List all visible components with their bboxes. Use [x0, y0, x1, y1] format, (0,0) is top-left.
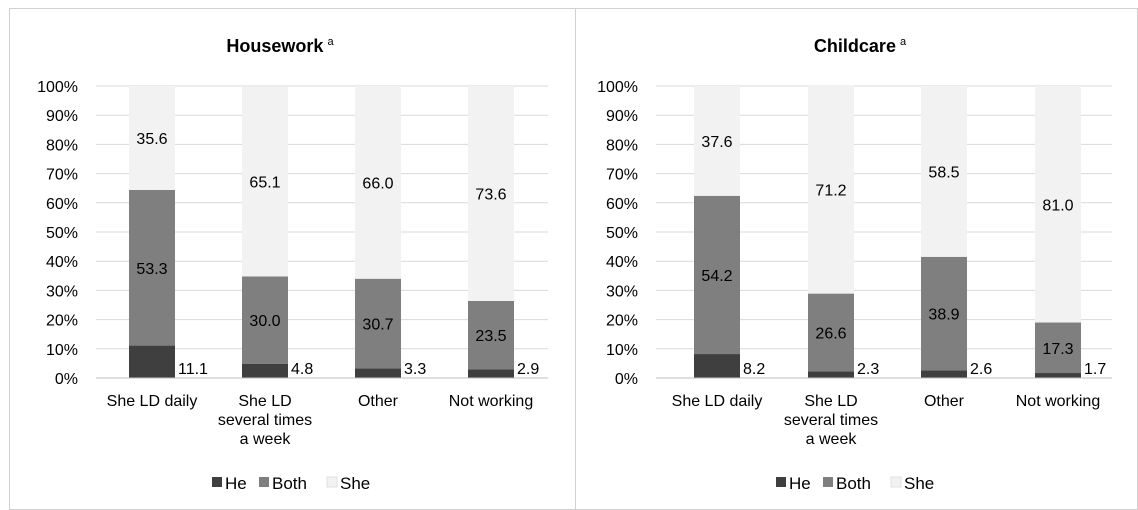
childcare-data-label-she-3: 81.0 — [1042, 197, 1073, 214]
childcare-bar-both-3 — [1035, 322, 1081, 374]
childcare-data-label-he-3: 1.7 — [1084, 361, 1106, 378]
childcare-legend-label-both: Both — [836, 474, 871, 493]
housework-data-label-she-1: 65.1 — [249, 174, 280, 191]
childcare-bar-he-2 — [921, 370, 967, 378]
childcare-y-tick-label: 90% — [606, 108, 638, 125]
childcare-bar-she-1 — [808, 85, 854, 294]
childcare-x-tick-label: Not working — [1016, 393, 1100, 410]
childcare-legend-label-he: He — [789, 474, 811, 493]
childcare-x-tick-label: a week — [806, 431, 858, 448]
housework-data-label-he-1: 4.8 — [291, 361, 313, 378]
childcare-y-tick-label: 30% — [606, 283, 638, 300]
childcare-x-tick-label: Other — [924, 393, 965, 410]
childcare-y-tick-label: 20% — [606, 313, 638, 330]
childcare-bar-he-3 — [1035, 373, 1081, 378]
childcare-legend-swatch-he — [776, 477, 786, 487]
childcare-x-tick-label: She LD daily — [672, 393, 763, 410]
childcare-chart-title: Childcare a — [814, 36, 907, 56]
housework-legend-swatch-both — [259, 477, 269, 487]
childcare-y-tick-label: 10% — [606, 342, 638, 359]
childcare-data-label-both-1: 26.6 — [815, 325, 846, 342]
childcare-bar-she-3 — [1035, 86, 1081, 323]
housework-y-tick-label: 20% — [46, 313, 78, 330]
childcare-bar-she-0 — [694, 86, 740, 196]
housework-bar-she-0 — [129, 86, 175, 190]
housework-y-tick-label: 40% — [46, 254, 78, 271]
housework-y-tick-label: 60% — [46, 196, 78, 213]
childcare-y-tick-label: 60% — [606, 196, 638, 213]
housework-data-label-she-2: 66.0 — [362, 175, 393, 192]
childcare-legend-swatch-she — [890, 476, 902, 488]
housework-chart-title: Housework a — [226, 36, 334, 56]
housework-bar-both-3 — [468, 300, 514, 370]
housework-x-tick-label: a week — [240, 431, 292, 448]
housework-bar-she-2 — [355, 86, 401, 279]
housework-data-label-both-2: 30.7 — [362, 317, 393, 334]
childcare-data-label-he-1: 2.3 — [857, 361, 879, 378]
housework-bar-she-1 — [242, 86, 288, 277]
housework-y-tick-label: 10% — [46, 342, 78, 359]
housework-y-tick-label: 80% — [46, 137, 78, 154]
housework-legend-label-she: She — [340, 474, 370, 493]
housework-legend-label-he: He — [225, 474, 247, 493]
childcare-y-tick-label: 40% — [606, 254, 638, 271]
housework-y-tick-label: 70% — [46, 167, 78, 184]
childcare-bar-both-2 — [921, 256, 967, 371]
childcare-data-label-both-2: 38.9 — [928, 307, 959, 324]
childcare-data-label-he-0: 8.2 — [743, 361, 765, 378]
childcare-legend-swatch-both — [823, 477, 833, 487]
housework-data-label-both-3: 23.5 — [475, 328, 506, 345]
housework-data-label-both-0: 53.3 — [136, 261, 167, 278]
childcare-data-label-both-3: 17.3 — [1042, 341, 1073, 358]
housework-x-tick-label: She LD — [238, 393, 291, 410]
childcare-bar-he-0 — [694, 354, 740, 378]
housework-bar-he-1 — [242, 363, 288, 378]
housework-y-tick-label: 0% — [55, 371, 78, 388]
housework-x-tick-label: She LD daily — [107, 393, 198, 410]
housework-x-tick-label: Not working — [449, 393, 533, 410]
housework-y-tick-label: 90% — [46, 108, 78, 125]
childcare-y-tick-label: 70% — [606, 167, 638, 184]
housework-data-label-both-1: 30.0 — [249, 313, 280, 330]
childcare-x-tick-label: She LD — [804, 393, 857, 410]
housework-data-label-he-0: 11.1 — [178, 361, 208, 378]
housework-bar-both-2 — [355, 278, 401, 369]
childcare-data-label-she-2: 58.5 — [928, 164, 959, 181]
housework-data-label-he-3: 2.9 — [517, 361, 539, 378]
childcare-data-label-both-0: 54.2 — [701, 268, 732, 285]
housework-bar-both-1 — [242, 276, 288, 364]
housework-y-tick-label: 30% — [46, 283, 78, 300]
housework-legend-label-both: Both — [272, 474, 307, 493]
housework-bar-he-2 — [355, 368, 401, 378]
housework-data-label-she-0: 35.6 — [136, 131, 167, 148]
housework-y-tick-label: 50% — [46, 225, 78, 242]
housework-y-tick-label: 100% — [37, 79, 78, 96]
childcare-bar-he-1 — [808, 371, 854, 378]
housework-bar-both-0 — [129, 189, 175, 346]
housework-bar-he-3 — [468, 369, 514, 378]
housework-data-label-he-2: 3.3 — [404, 361, 426, 378]
childcare-bar-both-1 — [808, 293, 854, 372]
housework-x-tick-label: Other — [358, 393, 399, 410]
childcare-data-label-she-0: 37.6 — [701, 134, 732, 151]
childcare-y-tick-label: 100% — [597, 79, 638, 96]
housework-x-tick-label: several times — [218, 412, 312, 429]
childcare-bar-she-2 — [921, 86, 967, 257]
housework-legend-swatch-she — [326, 476, 338, 488]
childcare-x-tick-label: several times — [784, 412, 878, 429]
housework-legend-swatch-he — [212, 477, 222, 487]
childcare-legend-label-she: She — [904, 474, 934, 493]
childcare-y-tick-label: 80% — [606, 137, 638, 154]
housework-bar-he-0 — [129, 345, 175, 378]
childcare-bar-both-0 — [694, 195, 740, 355]
childcare-y-tick-label: 50% — [606, 225, 638, 242]
housework-bar-she-3 — [468, 86, 514, 301]
childcare-y-tick-label: 0% — [615, 371, 638, 388]
housework-data-label-she-3: 73.6 — [475, 186, 506, 203]
childcare-data-label-he-2: 2.6 — [970, 361, 992, 378]
childcare-data-label-she-1: 71.2 — [815, 183, 846, 200]
